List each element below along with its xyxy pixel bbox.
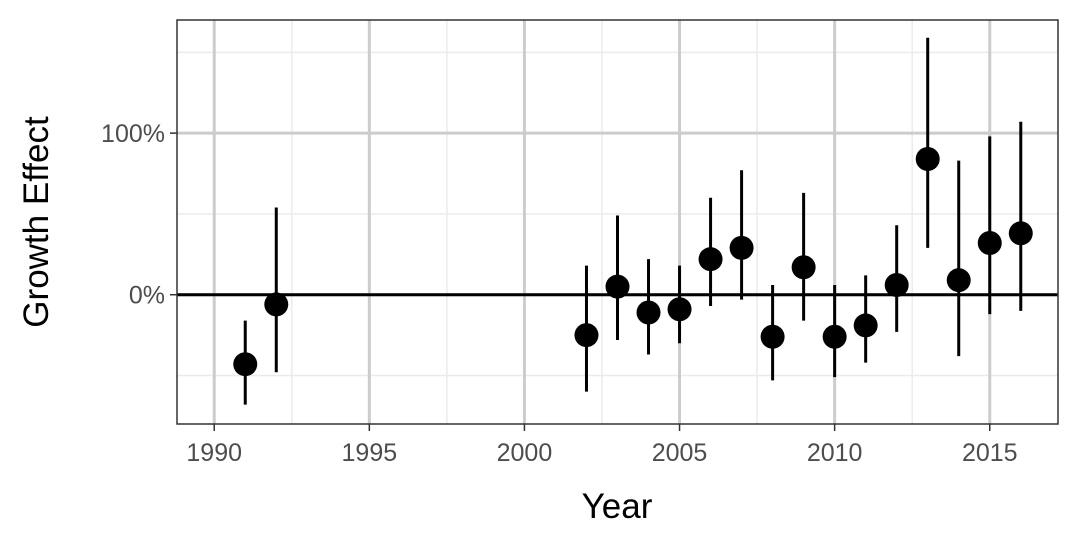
x-tick-label: 2000 [497,439,553,467]
data-point [853,313,878,338]
data-point [636,300,661,325]
plot-panel-border [176,19,1059,425]
data-point [946,268,971,293]
data-point [605,274,630,299]
y-tick-label: 100% [101,120,165,148]
x-tick-label: 2005 [652,439,708,467]
x-tick-label: 1990 [186,439,242,467]
data-point [915,146,940,171]
data-point [233,352,258,377]
data-point [698,247,723,272]
x-tick-label: 2015 [962,439,1018,467]
x-axis-title: Year [582,487,653,526]
y-axis-title: Growth Effect [17,116,56,328]
data-point [822,324,847,349]
data-points [233,146,1033,377]
x-axis-ticks: 1990 1995 2000 2005 2010 2015 [186,424,1018,467]
minor-gridlines [177,20,1058,424]
y-axis-ticks: 0% 100% [101,120,177,310]
data-point [729,235,754,260]
y-tick-label: 0% [129,282,165,310]
x-tick-label: 2010 [807,439,863,467]
data-point [791,255,816,280]
data-point [574,323,599,348]
data-point [884,273,909,298]
data-point [264,292,289,317]
data-point [1008,221,1033,246]
x-tick-label: 1995 [342,439,398,467]
data-point [667,297,692,322]
data-point [760,324,785,349]
data-point [977,231,1002,256]
